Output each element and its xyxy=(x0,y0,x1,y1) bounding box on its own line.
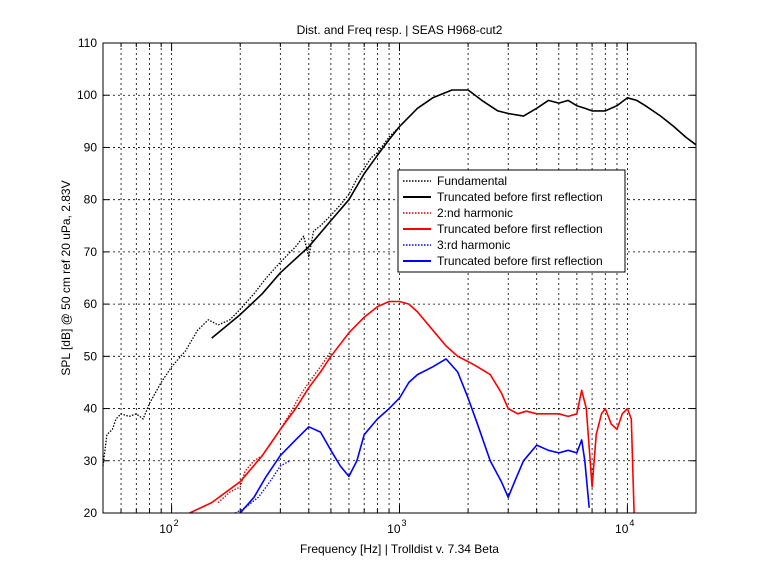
y-tick-label: 60 xyxy=(84,297,98,311)
legend-item: 3:rd harmonic xyxy=(403,238,510,252)
series-line-1 xyxy=(102,126,400,467)
series-line-5 xyxy=(234,460,291,514)
y-tick-label: 100 xyxy=(77,88,97,102)
series-line-3 xyxy=(217,350,332,504)
series-line-6 xyxy=(239,358,590,514)
x-tick-label: 10 3 xyxy=(387,518,406,536)
x-tick-label: 10 2 xyxy=(159,518,178,536)
y-tick-label: 110 xyxy=(78,36,97,50)
legend-label: Truncated before first reflection xyxy=(437,222,603,236)
legend-box xyxy=(397,169,626,273)
legend-item: 2:nd harmonic xyxy=(403,206,513,220)
y-tick-label: 40 xyxy=(84,402,98,416)
legend-label: 2:nd harmonic xyxy=(437,206,513,220)
x-tick-label: 10 4 xyxy=(615,518,634,536)
legend-item: Fundamental xyxy=(403,174,507,188)
legend-item: Truncated before first reflection xyxy=(403,190,603,204)
legend-label: Truncated before first reflection xyxy=(437,190,603,204)
y-tick-label: 50 xyxy=(84,349,98,363)
legend-item: Truncated before first reflection xyxy=(403,222,603,236)
x-tick-label-base: 10 xyxy=(387,522,401,536)
y-axis-label: SPL [dB] @ 50 cm ref 20 uPa, 2.83V xyxy=(59,180,73,375)
legend-label: Fundamental xyxy=(437,174,507,188)
legend-label: Truncated before first reflection xyxy=(437,254,603,268)
y-tick-label: 20 xyxy=(84,506,98,520)
x-axis-label: Frequency [Hz] | Trolldist v. 7.34 Beta xyxy=(300,542,499,556)
plot-border xyxy=(102,42,697,514)
series-line-2 xyxy=(211,89,697,339)
y-tick-label: 90 xyxy=(84,140,98,154)
legend: Fundamental Truncated before first reflec… xyxy=(397,169,626,273)
y-tick-label: 80 xyxy=(84,193,98,207)
legend-label: 3:rd harmonic xyxy=(437,238,510,252)
x-tick-label-exponent: 3 xyxy=(402,518,407,528)
chart-title: Dist. and Freq resp. | SEAS H968-cut2 xyxy=(297,23,503,37)
y-tick-label: 70 xyxy=(84,245,98,259)
x-tick-label-base: 10 xyxy=(159,522,173,536)
legend-item: Truncated before first reflection xyxy=(403,254,603,268)
x-tick-label-exponent: 2 xyxy=(174,518,179,528)
series-group xyxy=(102,89,697,514)
x-tick-label-base: 10 xyxy=(615,522,629,536)
x-tick-label-exponent: 4 xyxy=(629,518,634,528)
series-line-4 xyxy=(189,300,635,514)
y-tick-label: 30 xyxy=(84,454,98,468)
